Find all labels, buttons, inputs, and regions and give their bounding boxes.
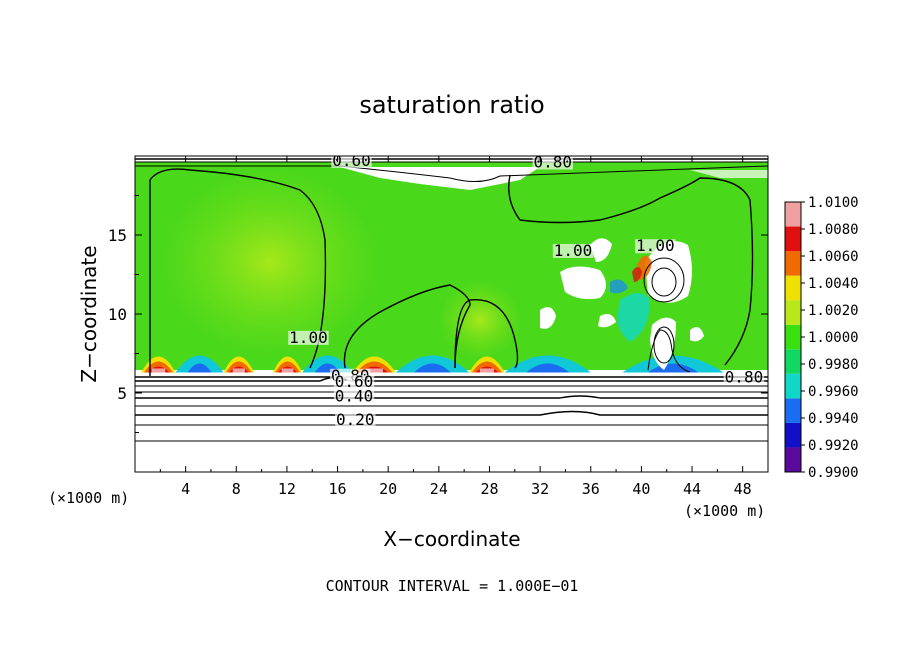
colorbar-swatch bbox=[785, 422, 801, 448]
colorbar-swatch bbox=[785, 251, 801, 276]
x-axis-label: X−coordinate bbox=[383, 527, 520, 551]
contour-label-backdrop bbox=[333, 389, 375, 404]
colorbar-label: 1.0020 bbox=[808, 303, 859, 319]
y-tick-label: 15 bbox=[108, 226, 127, 245]
colorbar-swatch bbox=[785, 202, 801, 227]
colorbar-label: 1.0080 bbox=[808, 222, 859, 238]
y-tick-label: 5 bbox=[117, 384, 127, 403]
x-tick-label: 32 bbox=[531, 480, 549, 498]
y-axis-label: Z−coordinate bbox=[77, 245, 101, 382]
contour-label-backdrop bbox=[333, 375, 375, 390]
colorbar-swatch bbox=[785, 226, 801, 252]
band-cap-pink bbox=[232, 368, 245, 373]
colorbar-swatch bbox=[785, 300, 801, 325]
x-tick-label: 48 bbox=[734, 480, 752, 498]
contour-label-backdrop bbox=[532, 156, 573, 170]
colorbar-label: 0.9960 bbox=[808, 384, 859, 400]
band-cap-pink bbox=[281, 368, 294, 373]
contour-label-backdrop bbox=[335, 413, 376, 428]
x-tick-label: 8 bbox=[232, 480, 241, 498]
colorbar-swatch bbox=[785, 447, 801, 472]
contour-label: 0.80 bbox=[534, 152, 573, 171]
x-tick-label: 44 bbox=[683, 480, 701, 498]
colorbar-label: 0.9900 bbox=[808, 465, 859, 481]
contour-label: 0.40 bbox=[335, 386, 374, 405]
contour-label: 0.60 bbox=[335, 372, 374, 391]
band-trough-blue bbox=[526, 363, 570, 373]
colorbar-swatch bbox=[785, 373, 801, 399]
y-tick-label: 10 bbox=[108, 305, 127, 324]
contour-labels: 0.600.801.001.001.000.800.600.400.200.80 bbox=[288, 151, 765, 429]
x-tick-label: 12 bbox=[278, 480, 296, 498]
x-tick-label: 28 bbox=[480, 480, 498, 498]
band-trough-blue bbox=[414, 363, 451, 373]
colorbar-label: 1.0100 bbox=[808, 195, 859, 211]
colorbar: 0.9900 0.9920 0.9940 0.9960 0.9980 1.0000 1.00… bbox=[784, 195, 859, 481]
band-cap-pink bbox=[479, 368, 495, 373]
colorbar-label: 0.9920 bbox=[808, 438, 859, 454]
colorbar-label: 1.0040 bbox=[808, 276, 859, 292]
band-cap-pink bbox=[151, 368, 166, 373]
x-tick-label: 36 bbox=[582, 480, 600, 498]
x-tick-label: 20 bbox=[379, 480, 397, 498]
contour-label-backdrop bbox=[635, 239, 676, 254]
contour-label-backdrop bbox=[331, 156, 372, 168]
colorbar-label: 0.9980 bbox=[808, 357, 859, 373]
x-tick-label: 4 bbox=[181, 480, 190, 498]
band-cap-pink bbox=[365, 368, 383, 373]
x-units-right: (×1000 m) bbox=[684, 502, 765, 520]
colorbar-label: 1.0000 bbox=[808, 330, 859, 346]
subsaturated-layer bbox=[135, 370, 768, 472]
colorbar-label: 0.9940 bbox=[808, 411, 859, 427]
colorbar-swatch bbox=[785, 398, 801, 423]
colorbar-swatch bbox=[785, 324, 801, 350]
band-trough-blue bbox=[187, 363, 212, 373]
contour-label-backdrop bbox=[552, 243, 594, 258]
chart-title: saturation ratio bbox=[359, 91, 544, 119]
colorbar-label: 1.0060 bbox=[808, 249, 859, 265]
contour-label: 0.60 bbox=[332, 151, 371, 170]
x-tick-label: 16 bbox=[329, 480, 347, 498]
contour-label: 0.20 bbox=[336, 410, 375, 429]
plot-field: 0.600.801.001.001.000.800.600.400.200.80 bbox=[135, 151, 768, 472]
colorbar-swatch bbox=[785, 275, 801, 301]
x-axis-ticks: 4 8 12 16 20 24 28 32 36 40 44 48 bbox=[159, 156, 752, 498]
field-region-pale-2 bbox=[438, 280, 522, 360]
x-tick-label: 24 bbox=[430, 480, 448, 498]
contour-interval: CONTOUR INTERVAL = 1.000E−01 bbox=[326, 577, 579, 595]
x-units-left: (×1000 m) bbox=[48, 489, 129, 507]
y-axis-ticks: 5 10 15 bbox=[108, 195, 768, 433]
contour-label: 0.80 bbox=[725, 367, 764, 386]
saturation-patches bbox=[340, 167, 768, 370]
contour-label: 1.00 bbox=[554, 241, 593, 260]
contour-label: 1.00 bbox=[636, 236, 675, 255]
field-region-pale bbox=[160, 167, 380, 357]
contour-label: 1.00 bbox=[289, 328, 328, 347]
contour-label-backdrop bbox=[288, 330, 329, 345]
colorbar-swatch bbox=[785, 349, 801, 374]
x-tick-label: 40 bbox=[632, 480, 650, 498]
contour-label-backdrop bbox=[723, 370, 765, 385]
